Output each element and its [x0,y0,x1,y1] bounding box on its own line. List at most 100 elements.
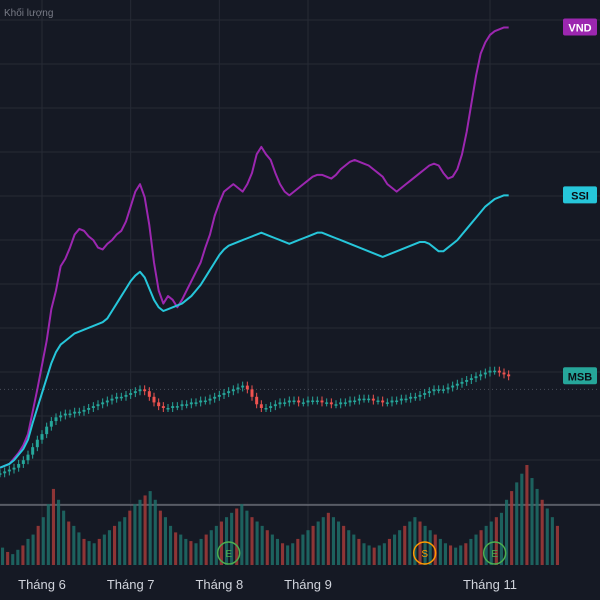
volume-layer [1,465,559,565]
candle-body [437,389,441,391]
volume-bar [118,521,122,565]
candle-body [203,400,207,403]
volume-bar [230,512,234,565]
volume-bar [143,495,147,565]
candle-body [423,393,427,395]
volume-bar [449,545,453,565]
series-layer [0,26,509,469]
volume-bar [189,541,193,565]
volume-bar [357,538,361,565]
candle-body [493,370,497,373]
candle-body [0,473,2,475]
volume-bar [535,488,539,565]
volume-bar [499,512,503,565]
volume-bar [474,534,478,565]
volume-bar [199,538,203,565]
volume-bar [296,538,300,565]
candle-body [217,394,221,397]
volume-bar [555,525,559,565]
volume-bar [275,538,279,565]
volume-bar [62,510,66,565]
volume-bar [123,517,127,565]
volume-bar [545,508,549,565]
event-marker[interactable] [482,541,507,565]
candle-body [418,394,422,397]
volume-bar [459,545,463,565]
volume-bar [494,517,498,565]
volume-bar [372,547,376,565]
candle-body [367,398,371,401]
candle-body [199,400,203,403]
volume-bar [11,554,15,565]
event-marker-label: S [421,549,428,560]
candle-body [381,400,385,403]
event-marker-label: E [225,549,232,560]
candle-body [353,400,357,403]
volume-bar [209,530,213,565]
volume-bar [194,543,198,565]
candle-body [12,467,16,470]
volume-bar [214,525,218,565]
candle-body [17,463,21,468]
series-line-ssi [0,194,509,469]
candle-body [21,460,25,464]
volume-bar [1,547,5,565]
candle-body [49,421,53,427]
volume-bar [270,534,274,565]
volume-bar [51,488,55,565]
volume-bar [46,504,50,565]
volume-bar [128,510,132,565]
event-marker[interactable] [216,541,241,565]
volume-bar [184,538,188,565]
candle-body [357,398,361,401]
volume-bar [362,543,366,565]
candle-body [40,434,44,440]
volume-bar [387,538,391,565]
candle-body [87,408,91,410]
volume-bar [87,541,91,565]
candle-body [245,385,249,390]
candle-body [376,400,380,403]
candle-body [306,400,310,403]
volume-bar [82,538,86,565]
volume-bar [291,543,295,565]
volume-bar [97,538,101,565]
candle-body [451,385,455,388]
candle-body [441,389,445,391]
volume-bar [240,504,244,565]
volume-bar [219,521,223,565]
price-tag-vnd [563,18,597,36]
candle-body [231,389,235,392]
candle-body [446,387,450,390]
candle-body [157,402,161,407]
candle-body [339,402,343,405]
volume-bar [31,534,35,565]
candle-body [91,406,95,408]
candle-body [259,404,263,408]
candle-layer [0,366,511,478]
volume-bar [367,545,371,565]
volume-bar [530,478,534,565]
candle-body [404,398,408,401]
price-tag-label: VND [568,22,591,34]
volume-bar [6,551,10,565]
volume-bar [67,521,71,565]
volume-bar [225,517,229,565]
candle-body [455,383,459,386]
volume-bar [57,499,61,565]
candle-body [320,400,324,403]
price-tag-label: SSI [571,190,589,202]
volume-bar [515,482,519,565]
candle-body [283,402,287,404]
candle-body [227,391,231,394]
candle-body [26,454,30,461]
volume-bar [286,545,290,565]
price-tag-ssi [563,186,597,204]
candle-body [77,411,81,414]
volume-bar [102,534,106,565]
volume-bar [163,517,167,565]
event-marker[interactable] [412,541,437,565]
volume-bar [510,491,514,565]
